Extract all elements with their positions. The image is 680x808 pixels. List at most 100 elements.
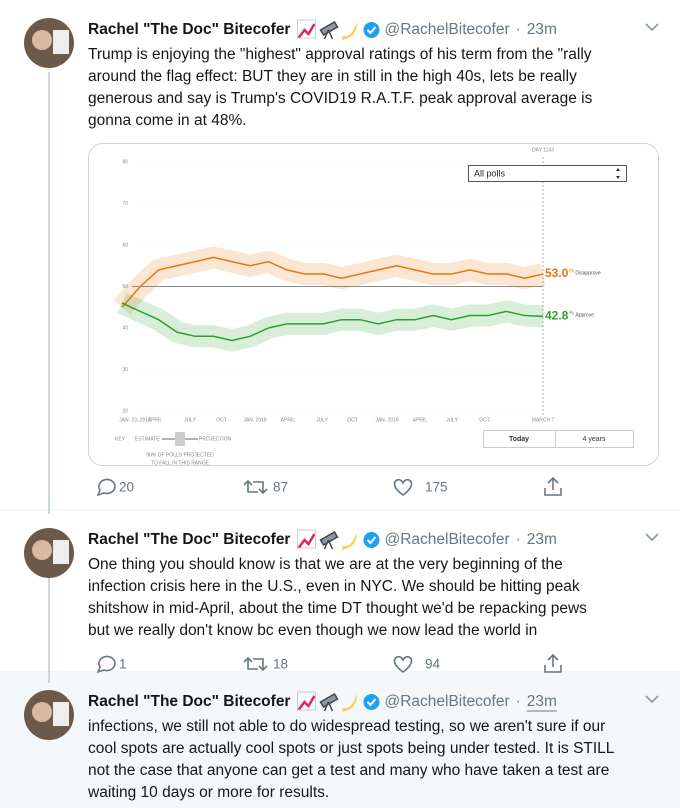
series-name: Approve xyxy=(575,313,594,319)
verified-badge xyxy=(363,694,380,710)
author-name[interactable]: Rachel "The Doc" Bitecofer xyxy=(88,531,290,548)
reply-count: 1 xyxy=(119,657,127,672)
emoji-chart-bg xyxy=(296,529,316,549)
avatar-book xyxy=(53,30,69,54)
button-box xyxy=(555,430,634,448)
reply-button[interactable]: 1 xyxy=(96,655,127,674)
timestamp[interactable]: 23m xyxy=(527,21,557,38)
key-band xyxy=(175,432,185,446)
x-tick-label: JULY xyxy=(446,417,459,423)
emoji-telescope xyxy=(319,692,339,712)
y-tick-label: 50 xyxy=(122,284,128,290)
like-button[interactable]: 94 xyxy=(393,655,441,673)
y-tick-label: 20 xyxy=(122,408,128,414)
emoji-chart-bg xyxy=(296,19,316,39)
x-tick-label: APRIL xyxy=(413,417,428,423)
emoji-chart xyxy=(297,695,316,711)
verified-badge xyxy=(363,532,380,548)
author-handle: @RachelBitecofer xyxy=(384,21,509,38)
range-button[interactable]: Today xyxy=(483,430,556,448)
series-line xyxy=(121,256,544,308)
x-tick-label: OCT. xyxy=(216,417,227,423)
end-label: 53.0 xyxy=(545,266,569,280)
series-line xyxy=(121,302,544,342)
separator-dot: · xyxy=(516,693,521,710)
unit: % xyxy=(569,311,574,317)
dropdown-arrows xyxy=(616,168,620,179)
x-tick-label: MARCH 7 xyxy=(532,417,555,423)
author-name[interactable]: Rachel "The Doc" Bitecofer xyxy=(88,21,290,38)
x-tick-label: APRIL xyxy=(148,417,163,423)
avatar[interactable] xyxy=(24,18,74,68)
y-tick-label: 70 xyxy=(122,201,128,207)
timestamp[interactable]: 23m xyxy=(527,531,557,548)
emoji-telescope xyxy=(319,530,339,550)
key-note: TO FALL IN THIS RANGE xyxy=(151,460,210,466)
like-icon xyxy=(393,655,413,673)
y-tick-label: 40 xyxy=(122,325,128,331)
emoji-chart-bg xyxy=(296,691,316,711)
retweet-count: 18 xyxy=(273,657,288,672)
highlight-bg xyxy=(0,673,680,808)
timestamp[interactable]: 23m xyxy=(527,693,557,710)
x-tick-label: OCT. xyxy=(479,417,490,423)
verified-check xyxy=(366,698,377,707)
media-frame xyxy=(88,143,659,466)
tweet-text: around the flag effect: BUT they are in … xyxy=(88,68,577,85)
reply-count: 20 xyxy=(119,480,134,495)
tweet-text: infection crisis here in the U.S., even … xyxy=(88,578,580,595)
emoji-telescope xyxy=(319,20,339,40)
y-tick-label: 80 xyxy=(122,159,128,165)
share-icon[interactable] xyxy=(544,476,562,496)
tweet-text: but we really don't know bc even though … xyxy=(88,622,537,639)
dropdown[interactable]: All polls xyxy=(468,165,627,182)
emoji-chart xyxy=(297,23,316,39)
tweet-text: One thing you should know is that we are… xyxy=(88,556,563,573)
tweet-text: not the case that anyone can get a test … xyxy=(88,762,609,779)
x-tick-label: JULY xyxy=(316,417,329,423)
key-note: 90% OF POLLS PROJECTED xyxy=(146,452,214,458)
tweet-text: generous and say is Trump's COVID19 R.A.… xyxy=(88,90,593,107)
x-tick-label: JAN. 23, 2017 xyxy=(119,417,151,423)
key-projection: PROJECTION xyxy=(199,436,232,442)
retweet-button[interactable]: 18 xyxy=(243,657,288,672)
avatar-book xyxy=(53,540,69,564)
retweet-button[interactable]: 87 xyxy=(243,479,288,495)
range-button[interactable]: 4 years xyxy=(555,430,634,448)
emoji-banana xyxy=(342,22,357,40)
like-icon xyxy=(393,478,413,496)
tweet-text: infections, we still not able to do wide… xyxy=(88,718,605,735)
author-name[interactable]: Rachel "The Doc" Bitecofer xyxy=(88,693,290,710)
avatar-face xyxy=(32,30,52,50)
avatar[interactable] xyxy=(24,528,74,578)
more-caret[interactable] xyxy=(645,695,659,704)
more-caret[interactable] xyxy=(645,23,659,32)
y-tick-label: 60 xyxy=(122,242,128,248)
share-icon[interactable] xyxy=(544,653,562,673)
verified-badge xyxy=(363,22,380,38)
x-tick-label: APRIL xyxy=(281,417,296,423)
verified-check xyxy=(366,26,377,35)
retweet-icon xyxy=(243,479,268,495)
x-tick-label: JAN. 2018 xyxy=(243,417,267,423)
reply-button[interactable]: 20 xyxy=(96,478,134,497)
day-label: DAY 1143 xyxy=(532,147,554,153)
x-tick-label: JAN. 2019 xyxy=(375,417,399,423)
reply-icon xyxy=(96,655,116,674)
tweet-text: gonna come in at 48%. xyxy=(88,112,247,129)
separator-dot: · xyxy=(516,531,521,548)
like-button[interactable]: 175 xyxy=(393,478,448,496)
emoji-banana xyxy=(342,532,357,550)
key-label: KEY xyxy=(115,436,126,442)
button-label: Today xyxy=(509,436,529,443)
author-handle: @RachelBitecofer xyxy=(384,693,509,710)
author-handle: @RachelBitecofer xyxy=(384,531,509,548)
tweet-text: Trump is enjoying the "highest" approval… xyxy=(88,46,592,63)
dropdown-box xyxy=(468,165,627,182)
emoji-chart xyxy=(297,533,316,549)
more-caret[interactable] xyxy=(645,533,659,542)
avatar-face xyxy=(32,702,52,722)
avatar[interactable] xyxy=(24,690,74,740)
